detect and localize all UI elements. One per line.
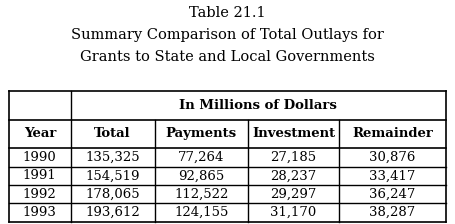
Text: Total: Total bbox=[94, 127, 131, 140]
Text: 38,287: 38,287 bbox=[369, 206, 415, 219]
Text: 30,876: 30,876 bbox=[369, 151, 415, 164]
Text: Payments: Payments bbox=[166, 127, 237, 140]
Text: In Millions of Dollars: In Millions of Dollars bbox=[179, 99, 337, 112]
Text: 1990: 1990 bbox=[23, 151, 57, 164]
Bar bbox=[9, 91, 446, 222]
Text: 154,519: 154,519 bbox=[86, 169, 140, 182]
Text: Remainder: Remainder bbox=[352, 127, 433, 140]
Text: 124,155: 124,155 bbox=[174, 206, 228, 219]
Text: Grants to State and Local Governments: Grants to State and Local Governments bbox=[80, 50, 375, 65]
Text: 27,185: 27,185 bbox=[270, 151, 317, 164]
Text: Investment: Investment bbox=[252, 127, 335, 140]
Text: 28,237: 28,237 bbox=[270, 169, 317, 182]
Text: 112,522: 112,522 bbox=[174, 188, 228, 201]
Text: 36,247: 36,247 bbox=[369, 188, 415, 201]
Text: Summary Comparison of Total Outlays for: Summary Comparison of Total Outlays for bbox=[71, 28, 384, 42]
Text: 193,612: 193,612 bbox=[85, 206, 140, 219]
Text: 1991: 1991 bbox=[23, 169, 57, 182]
Text: 77,264: 77,264 bbox=[178, 151, 224, 164]
Text: 33,417: 33,417 bbox=[369, 169, 415, 182]
Text: 92,865: 92,865 bbox=[178, 169, 224, 182]
Text: 135,325: 135,325 bbox=[85, 151, 140, 164]
Text: Table 21.1: Table 21.1 bbox=[189, 6, 266, 19]
Text: 178,065: 178,065 bbox=[85, 188, 140, 201]
Text: 1992: 1992 bbox=[23, 188, 57, 201]
Text: 31,170: 31,170 bbox=[270, 206, 317, 219]
Text: 1993: 1993 bbox=[23, 206, 57, 219]
Text: Year: Year bbox=[24, 127, 56, 140]
Text: 29,297: 29,297 bbox=[270, 188, 317, 201]
